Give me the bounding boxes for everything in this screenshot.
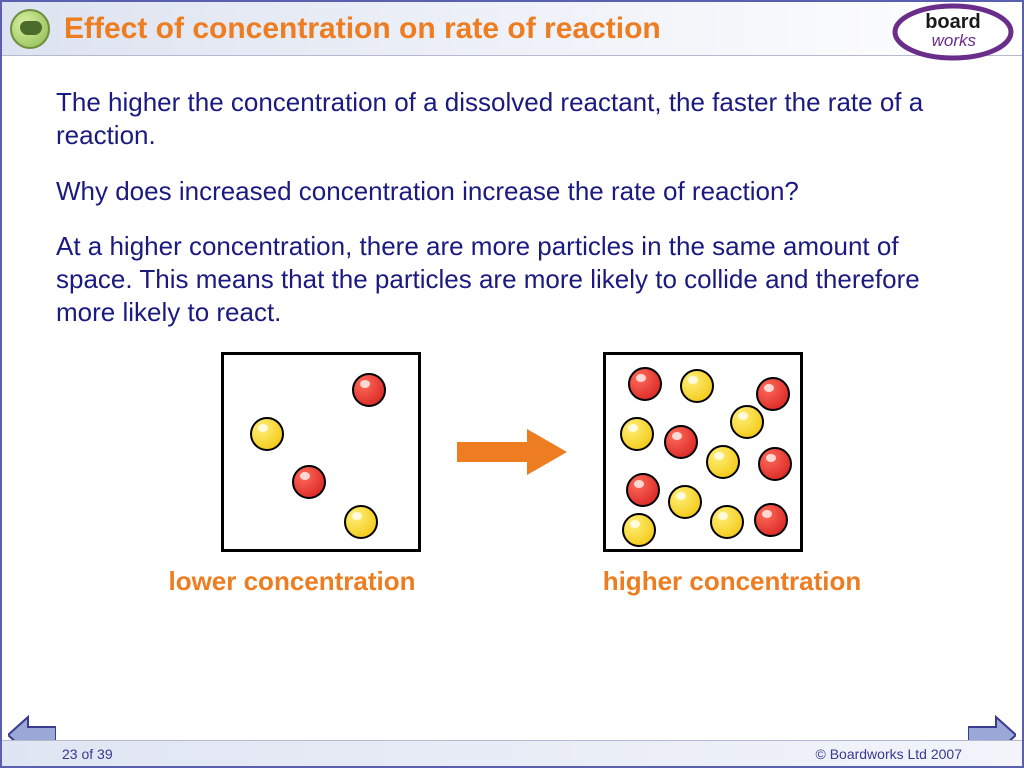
red-particle — [628, 367, 662, 401]
low-concentration-label: lower concentration — [142, 566, 442, 597]
red-particle — [626, 473, 660, 507]
arrow-icon — [457, 427, 567, 477]
yellow-particle — [620, 417, 654, 451]
yellow-particle — [344, 505, 378, 539]
yellow-particle — [668, 485, 702, 519]
brand-logo: board works — [888, 0, 1018, 64]
logo-text-top: board — [925, 11, 981, 33]
copyright-text: © Boardworks Ltd 2007 — [815, 746, 962, 762]
low-concentration-box — [221, 352, 421, 552]
diagram-labels: lower concentration higher concentration — [56, 566, 968, 597]
slide-title: Effect of concentration on rate of react… — [64, 12, 661, 46]
slide-content: The higher the concentration of a dissol… — [2, 56, 1022, 597]
yellow-particle — [250, 417, 284, 451]
paragraph: Why does increased concentration increas… — [56, 175, 968, 208]
red-particle — [352, 373, 386, 407]
footer-bar: 23 of 39 © Boardworks Ltd 2007 — [2, 740, 1022, 766]
mascot-icon — [10, 9, 50, 49]
paragraph: At a higher concentration, there are mor… — [56, 230, 968, 330]
concentration-diagram — [56, 352, 968, 552]
red-particle — [292, 465, 326, 499]
header-bar: Effect of concentration on rate of react… — [2, 2, 1022, 56]
logo-text-bottom: works — [932, 31, 977, 50]
yellow-particle — [706, 445, 740, 479]
high-concentration-label: higher concentration — [582, 566, 882, 597]
high-concentration-box — [603, 352, 803, 552]
red-particle — [754, 503, 788, 537]
paragraph: The higher the concentration of a dissol… — [56, 86, 968, 153]
red-particle — [664, 425, 698, 459]
page-indicator: 23 of 39 — [62, 746, 113, 762]
yellow-particle — [680, 369, 714, 403]
red-particle — [758, 447, 792, 481]
yellow-particle — [730, 405, 764, 439]
yellow-particle — [622, 513, 656, 547]
yellow-particle — [710, 505, 744, 539]
red-particle — [756, 377, 790, 411]
